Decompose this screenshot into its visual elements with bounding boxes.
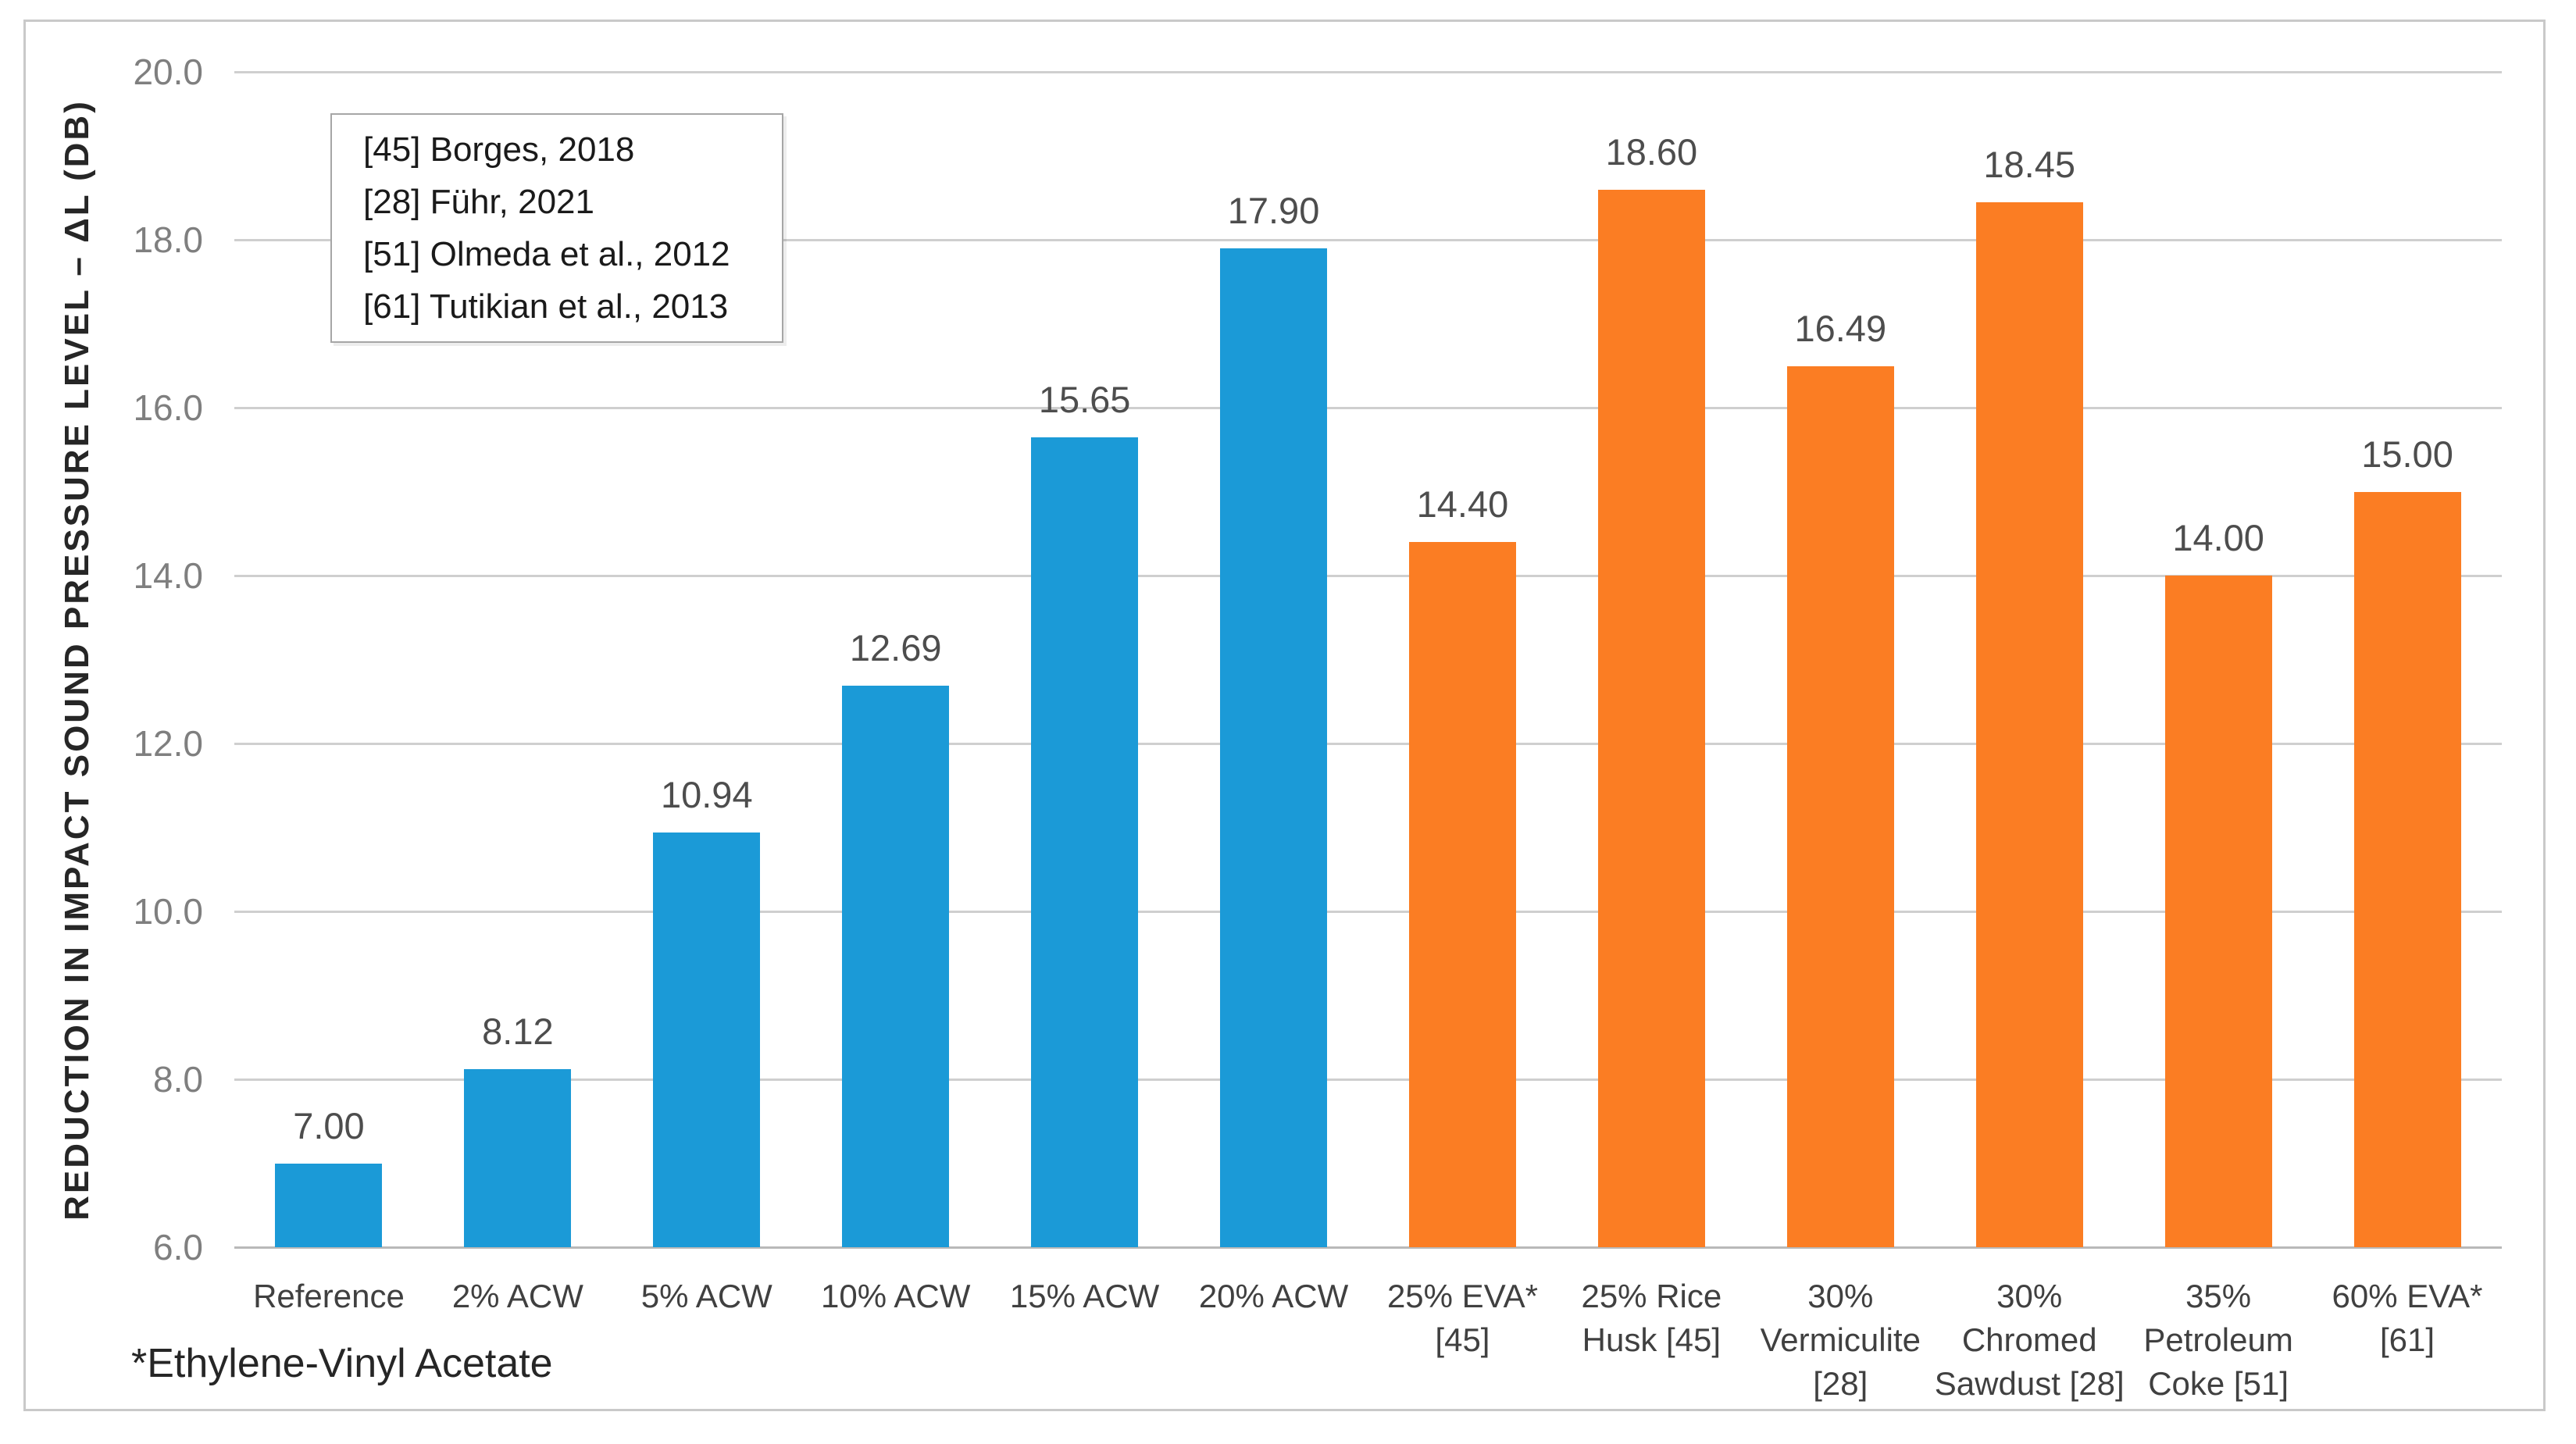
bar-35% Petroleum Coke [51] <box>2164 576 2272 1247</box>
legend-item: [45] Borges, 2018 <box>363 130 635 169</box>
x-category-label: 10% ACW <box>792 1275 1000 1318</box>
y-tick-label: 20.0 <box>133 52 203 92</box>
x-category-label-line: Husk [45] <box>1582 1321 1721 1358</box>
x-category-label-line: Reference <box>253 1278 405 1314</box>
x-category-label-line: 30% <box>1807 1278 1874 1314</box>
gridline <box>234 742 2502 745</box>
x-category-label-line: 2% ACW <box>451 1278 583 1314</box>
y-tick-label: 10.0 <box>133 891 203 932</box>
bar-30% Vermiculite [28] <box>1786 366 1894 1247</box>
x-category-label: 25% Rice Husk [45] <box>1547 1275 1755 1362</box>
y-tick-label: 12.0 <box>133 723 203 764</box>
x-category-label: 35% Petroleum Coke [51] <box>2114 1275 2322 1406</box>
x-category-label-line: 25% Rice <box>1581 1278 1722 1314</box>
bar-60% EVA* [61] <box>2353 491 2461 1247</box>
x-category-label-line: Petroleum <box>2143 1321 2293 1358</box>
bar-25% EVA* [45] <box>1408 542 1516 1247</box>
bar-value-label: 7.00 <box>293 1104 365 1146</box>
bar-30% Chromed Sawdust [28] <box>1975 201 2083 1247</box>
bar-value-label: 17.90 <box>1227 189 1320 231</box>
gridline <box>234 238 2502 241</box>
gridline <box>234 910 2502 913</box>
gridline <box>234 1078 2502 1081</box>
bar-value-label: 14.00 <box>2172 517 2264 558</box>
x-category-label-line: 20% ACW <box>1198 1278 1349 1314</box>
x-category-label-line: Chromed <box>1961 1321 2097 1358</box>
y-tick-label: 6.0 <box>153 1227 203 1268</box>
x-category-label-line: 15% ACW <box>1009 1278 1160 1314</box>
legend-item: [61] Tutikian et al., 2013 <box>363 287 729 326</box>
x-category-label-line: Sawdust [28] <box>1934 1365 2125 1402</box>
x-category-label-line: 25% EVA* <box>1386 1278 1538 1314</box>
bar-value-label: 8.12 <box>482 1011 554 1053</box>
x-category-label: 25% EVA* [45] <box>1359 1275 1567 1362</box>
legend-item: [51] Olmeda et al., 2012 <box>363 234 730 273</box>
y-tick-label: 18.0 <box>133 219 203 260</box>
gridline <box>234 406 2502 409</box>
x-category-label: 60% EVA* [61] <box>2303 1275 2511 1362</box>
bar-2% ACW <box>464 1069 572 1247</box>
y-tick-label: 16.0 <box>133 387 203 428</box>
x-category-label-line: Coke [51] <box>2148 1365 2289 1402</box>
x-category-label: 30% Vermiculite [28] <box>1736 1275 1944 1406</box>
bar-value-label: 12.69 <box>849 626 942 669</box>
legend-box: [45] Borges, 2018 [28] Führ, 2021 [51] Olm… <box>330 113 783 343</box>
x-category-label-line: Vermiculite <box>1760 1321 1921 1358</box>
x-category-label-line: 60% EVA* <box>2332 1278 2483 1314</box>
gridline <box>234 1246 2502 1249</box>
bar-value-label: 10.94 <box>660 773 753 815</box>
x-category-label: Reference <box>225 1275 433 1318</box>
bar-value-label: 18.60 <box>1605 130 1698 173</box>
gridline <box>234 574 2502 577</box>
gridline <box>234 70 2502 73</box>
bar-25% Rice Husk [45] <box>1597 189 1705 1247</box>
bar-15% ACW <box>1031 437 1139 1247</box>
x-category-label-line: [28] <box>1813 1365 1868 1402</box>
x-category-label: 2% ACW <box>414 1275 622 1318</box>
x-category-label-line: 5% ACW <box>640 1278 772 1314</box>
x-category-label: 20% ACW <box>1170 1275 1378 1318</box>
legend-item: [28] Führ, 2021 <box>363 182 594 221</box>
x-category-label-line: [45] <box>1435 1321 1490 1358</box>
x-category-label: 5% ACW <box>603 1275 811 1318</box>
bar-value-label: 16.49 <box>1794 308 1887 350</box>
x-category-label-line: 10% ACW <box>821 1278 971 1314</box>
bar-value-label: 15.00 <box>2361 433 2453 475</box>
bar-value-label: 14.40 <box>1416 483 1509 525</box>
bar-value-label: 15.65 <box>1038 378 1131 420</box>
x-category-label-line: [61] <box>2380 1321 2435 1358</box>
x-category-label: 15% ACW <box>981 1275 1189 1318</box>
x-category-label-line: 35% <box>2185 1278 2252 1314</box>
y-tick-label: 8.0 <box>153 1059 203 1100</box>
footnote: *Ethylene-Vinyl Acetate <box>131 1341 553 1386</box>
y-tick-label: 14.0 <box>133 555 203 596</box>
x-category-label: 30% Chromed Sawdust [28] <box>1925 1275 2133 1406</box>
bar-value-label: 18.45 <box>1983 143 2076 185</box>
bar-5% ACW <box>653 832 761 1247</box>
bar-10% ACW <box>842 685 950 1247</box>
bar-Reference <box>275 1163 383 1247</box>
x-category-label-line: 30% <box>1996 1278 2063 1314</box>
bar-20% ACW <box>1220 248 1328 1247</box>
